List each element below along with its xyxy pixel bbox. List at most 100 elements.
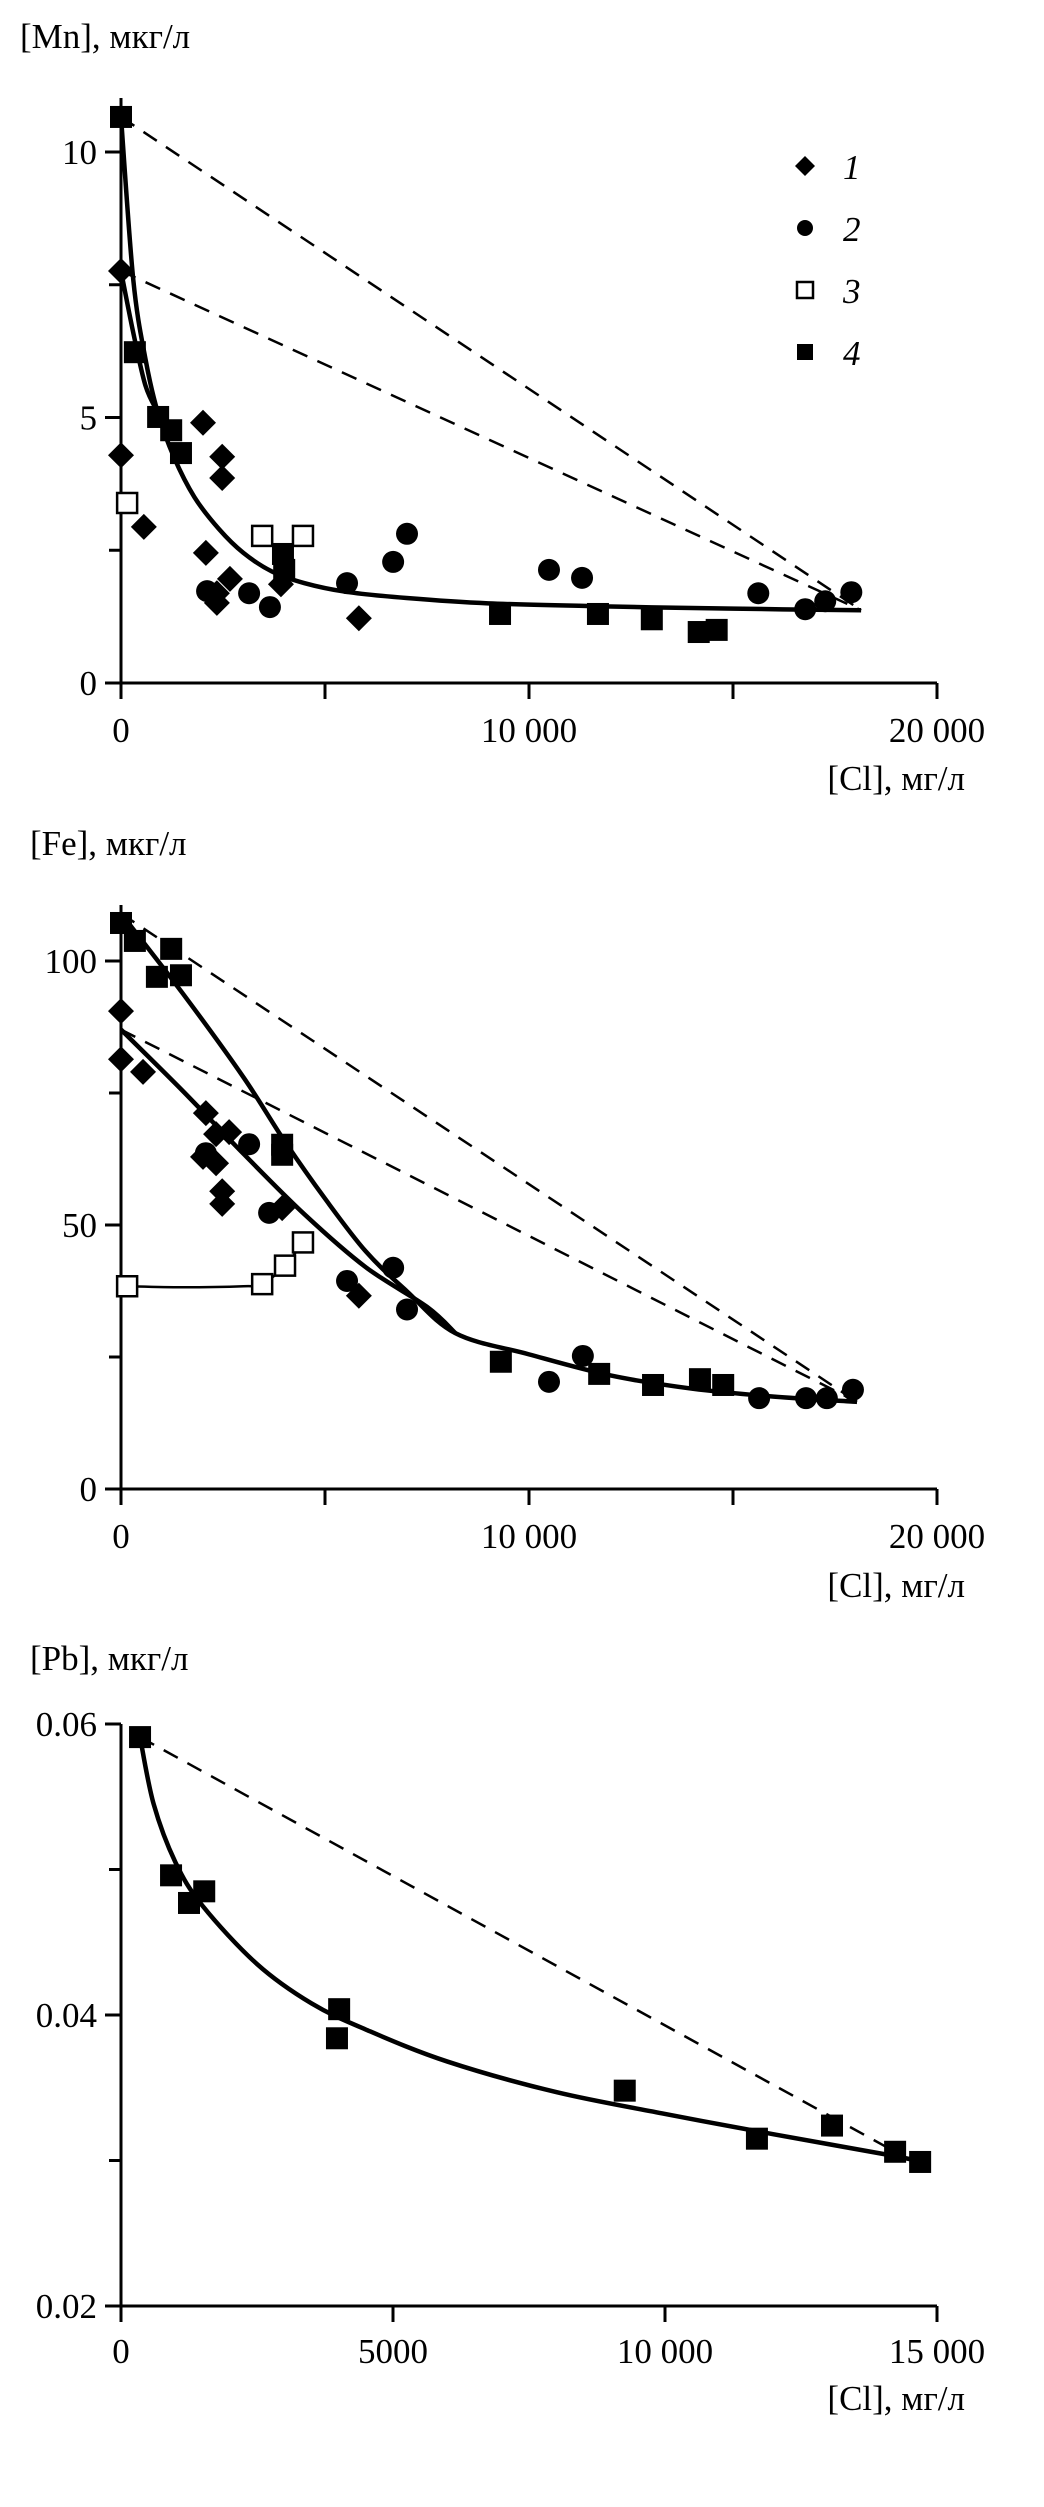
data-point-series-4: [588, 1362, 611, 1385]
x-tick-label: 10 000: [481, 711, 577, 750]
y-tick-label: 0: [80, 664, 98, 703]
data-point-series-2: [382, 550, 405, 573]
series-3: [115, 1231, 315, 1298]
data-point-series-3: [291, 524, 315, 548]
y-axis-title: [Mn], мкг/л: [20, 17, 190, 56]
y-tick-label: 0.06: [36, 1705, 97, 1744]
data-point-series-1: [108, 998, 134, 1025]
x-tick-label: 20 000: [889, 711, 985, 750]
x-axis-title: [Cl], мг/л: [827, 1566, 965, 1605]
data-point-series-2: [396, 522, 419, 545]
x-axis-title: [Cl], мг/л: [827, 2379, 965, 2418]
data-point-series-4: [712, 1373, 735, 1396]
mixing-line-mix-1: [120, 269, 862, 612]
data-point-series-3: [250, 1272, 274, 1296]
data-point-series-2: [396, 1298, 419, 1321]
data-point-series-4: [129, 1726, 152, 1749]
data-point-series-4: [160, 1864, 183, 1887]
data-point-series-4: [123, 929, 146, 952]
data-point-series-4: [123, 341, 146, 364]
series-1: [108, 257, 372, 632]
mixing-line-mix-1: [120, 1028, 858, 1403]
data-point-series-4: [884, 2140, 907, 2163]
data-point-series-4: [160, 419, 183, 442]
series-1: [108, 998, 372, 1309]
data-point-series-1: [216, 1119, 243, 1146]
data-point-series-4: [160, 937, 183, 960]
data-point-series-2: [840, 581, 863, 604]
data-point-series-4: [193, 1880, 216, 1903]
data-point-series-2: [336, 572, 359, 595]
data-point-series-2: [814, 590, 837, 613]
data-point-series-3: [115, 491, 139, 515]
x-tick-label: 10 000: [481, 1517, 577, 1556]
legend-label: 4: [843, 334, 861, 373]
mixing-line-mix-4: [120, 115, 862, 612]
data-point-series-2: [196, 580, 219, 603]
data-point-series-2: [537, 1370, 560, 1393]
data-point-series-4: [271, 1143, 294, 1166]
data-point-series-1: [192, 1100, 219, 1127]
data-point-series-3: [273, 1254, 297, 1277]
series-4: [129, 1726, 932, 2173]
data-point-series-2: [795, 1387, 818, 1410]
data-point-series-2: [748, 1387, 771, 1410]
data-point-series-1: [192, 539, 219, 566]
data-point-series-4: [169, 442, 192, 465]
series-2: [196, 522, 863, 621]
legend-marker-square: [797, 344, 813, 360]
data-point-series-1: [108, 442, 134, 469]
data-point-series-2: [841, 1378, 864, 1401]
legend-marker-diamond: [795, 156, 815, 176]
y-tick-label: 100: [45, 942, 98, 981]
legend-marker-open-square: [795, 280, 815, 300]
y-tick-label: 50: [62, 1206, 97, 1245]
data-point-series-1: [130, 1058, 157, 1085]
y-tick-label: 5: [80, 399, 98, 438]
data-point-series-4: [745, 2127, 768, 2150]
data-point-series-4: [687, 621, 710, 644]
y-axis-title: [Fe], мкг/л: [30, 824, 187, 863]
data-point-series-4: [909, 2150, 932, 2173]
series-4: [110, 105, 728, 644]
data-point-series-4: [586, 602, 609, 625]
series-2: [194, 1133, 864, 1410]
mixing-line-mix-4: [120, 912, 858, 1403]
data-point-series-3: [115, 1274, 139, 1298]
x-axis-title: [Cl], мг/л: [827, 759, 965, 798]
data-point-series-3: [291, 1231, 315, 1254]
data-point-series-2: [382, 1256, 405, 1279]
data-point-series-2: [571, 566, 594, 589]
data-point-series-4: [688, 1368, 711, 1391]
x-tick-label: 10 000: [617, 2332, 713, 2371]
data-point-series-2: [815, 1387, 838, 1410]
data-point-series-4: [489, 602, 512, 625]
data-point-series-4: [325, 2027, 348, 2050]
mixing-line-mix-4: [139, 1735, 896, 2153]
data-point-series-2: [571, 1344, 594, 1367]
data-point-series-1: [209, 1190, 236, 1217]
x-tick-label: 0: [112, 2332, 130, 2371]
data-point-series-4: [642, 1373, 665, 1396]
data-point-series-2: [336, 1269, 359, 1292]
data-point-series-2: [194, 1142, 217, 1165]
fit-curve-fit-1: [119, 1028, 458, 1335]
data-point-series-4: [273, 558, 296, 581]
data-point-series-4: [613, 2079, 636, 2102]
y-tick-label: 10: [62, 133, 97, 172]
data-point-series-4: [489, 1350, 512, 1373]
x-tick-label: 5000: [358, 2332, 428, 2371]
data-point-series-1: [190, 409, 217, 436]
data-point-series-2: [747, 582, 770, 605]
x-tick-label: 20 000: [889, 1517, 985, 1556]
data-point-series-4: [705, 618, 728, 641]
data-point-series-4: [110, 911, 132, 934]
data-point-series-1: [130, 513, 157, 540]
data-point-series-2: [537, 558, 560, 581]
data-point-series-1: [216, 565, 243, 592]
data-point-series-4: [145, 965, 168, 988]
legend: 1 2 3 4: [795, 148, 861, 373]
fit-curve-fit-4: [118, 116, 862, 613]
fit-curve-fit-4: [137, 1736, 921, 2165]
